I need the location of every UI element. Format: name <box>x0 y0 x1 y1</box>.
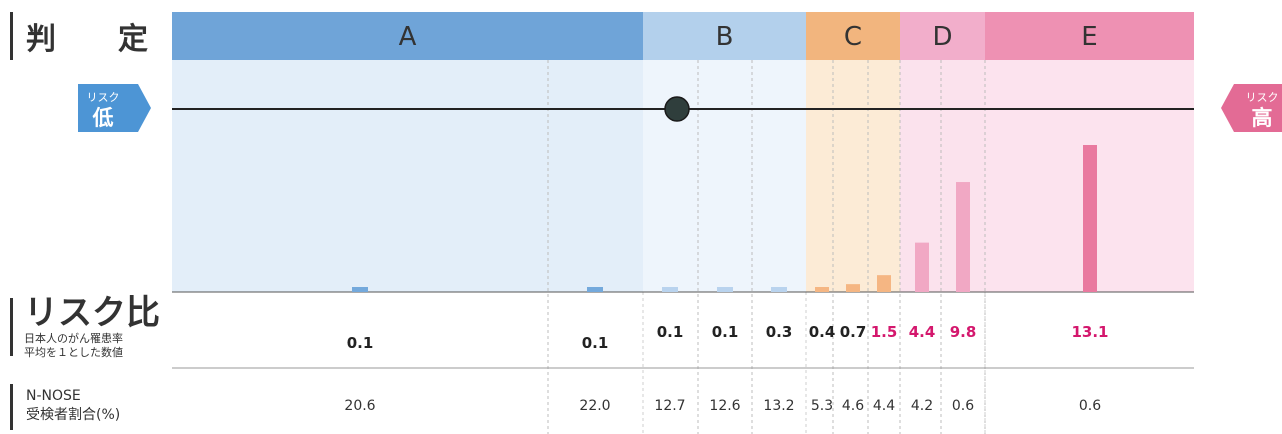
bar-4 <box>717 287 733 292</box>
risk-ratio-value: 0.1 <box>657 323 684 341</box>
risk-ratio-sub2: 平均を１とした数値 <box>24 346 123 359</box>
zone-bg-b <box>643 60 806 292</box>
bar-9 <box>915 242 929 292</box>
risk-ratio-value: 0.1 <box>712 323 739 341</box>
zone-label-a: A <box>399 22 417 52</box>
zone-bg-a <box>172 60 643 292</box>
risk-high-small-text: リスク <box>1246 91 1279 104</box>
judgement-label-left: 判 <box>26 22 56 57</box>
zone-label-b: B <box>716 22 734 52</box>
zone-bg-c <box>806 60 900 292</box>
risk-ratio-value: 4.4 <box>909 323 936 341</box>
risk-high-arrow: リスク 高 <box>1221 84 1282 132</box>
nnose-share-value: 0.6 <box>1079 398 1101 414</box>
bar-10 <box>956 182 970 292</box>
nnose-share-value: 12.6 <box>709 398 740 414</box>
zone-header-d <box>900 12 985 60</box>
risk-ratio-sub1: 日本人のがん罹患率 <box>24 332 123 345</box>
zone-header-b <box>643 12 806 60</box>
risk-ratio-value: 1.5 <box>871 323 898 341</box>
nnose-share-value: 22.0 <box>579 398 610 414</box>
nnose-share-value: 4.6 <box>842 398 864 414</box>
risk-ratio-value: 9.8 <box>950 323 977 341</box>
bar-8 <box>877 275 891 292</box>
zone-header-e <box>985 12 1194 60</box>
risk-ratio-value: 0.1 <box>582 334 609 352</box>
judgement-label-right: 定 <box>118 22 148 57</box>
nnose-share-value: 0.6 <box>952 398 974 414</box>
risk-ratio-value: 0.7 <box>840 323 867 341</box>
bar-5 <box>771 287 787 292</box>
risk-ratio-value: 0.3 <box>766 323 793 341</box>
bar-6 <box>815 287 829 292</box>
judgement-bar-marker <box>10 12 13 60</box>
risk-ratio-title: リスク比 <box>24 293 160 333</box>
nnose-title: N-NOSE <box>26 388 81 404</box>
risk-ratio-value: 0.1 <box>347 334 374 352</box>
nnose-share-value: 4.4 <box>873 398 895 414</box>
nnose-share-value: 20.6 <box>344 398 375 414</box>
risk-low-small-text: リスク <box>87 91 120 104</box>
risk-ratio-value: 13.1 <box>1071 323 1108 341</box>
bar-11 <box>1083 145 1097 292</box>
nnose-bar-marker <box>10 384 13 430</box>
nnose-sub: 受検者割合(%) <box>26 407 121 423</box>
risk-ratio-value: 0.4 <box>809 323 836 341</box>
nnose-share-value: 13.2 <box>763 398 794 414</box>
zone-label-c: C <box>844 22 862 52</box>
risk-ratio-bar-marker <box>10 298 13 356</box>
zone-label-e: E <box>1081 22 1097 52</box>
bar-3 <box>662 287 678 292</box>
result-marker <box>664 96 690 122</box>
zone-header-c <box>806 12 900 60</box>
nnose-share-value: 4.2 <box>911 398 933 414</box>
bar-1 <box>352 287 368 292</box>
risk-low-arrow: リスク 低 <box>78 84 151 132</box>
bar-2 <box>587 287 603 292</box>
zone-bg-d <box>900 60 985 292</box>
risk-low-big-text: 低 <box>92 106 114 130</box>
bar-7 <box>846 284 860 292</box>
nnose-share-value: 12.7 <box>654 398 685 414</box>
nnose-share-value: 5.3 <box>811 398 833 414</box>
zone-label-d: D <box>932 22 952 52</box>
risk-high-big-text: 高 <box>1252 106 1273 130</box>
zone-header-a <box>172 12 643 60</box>
